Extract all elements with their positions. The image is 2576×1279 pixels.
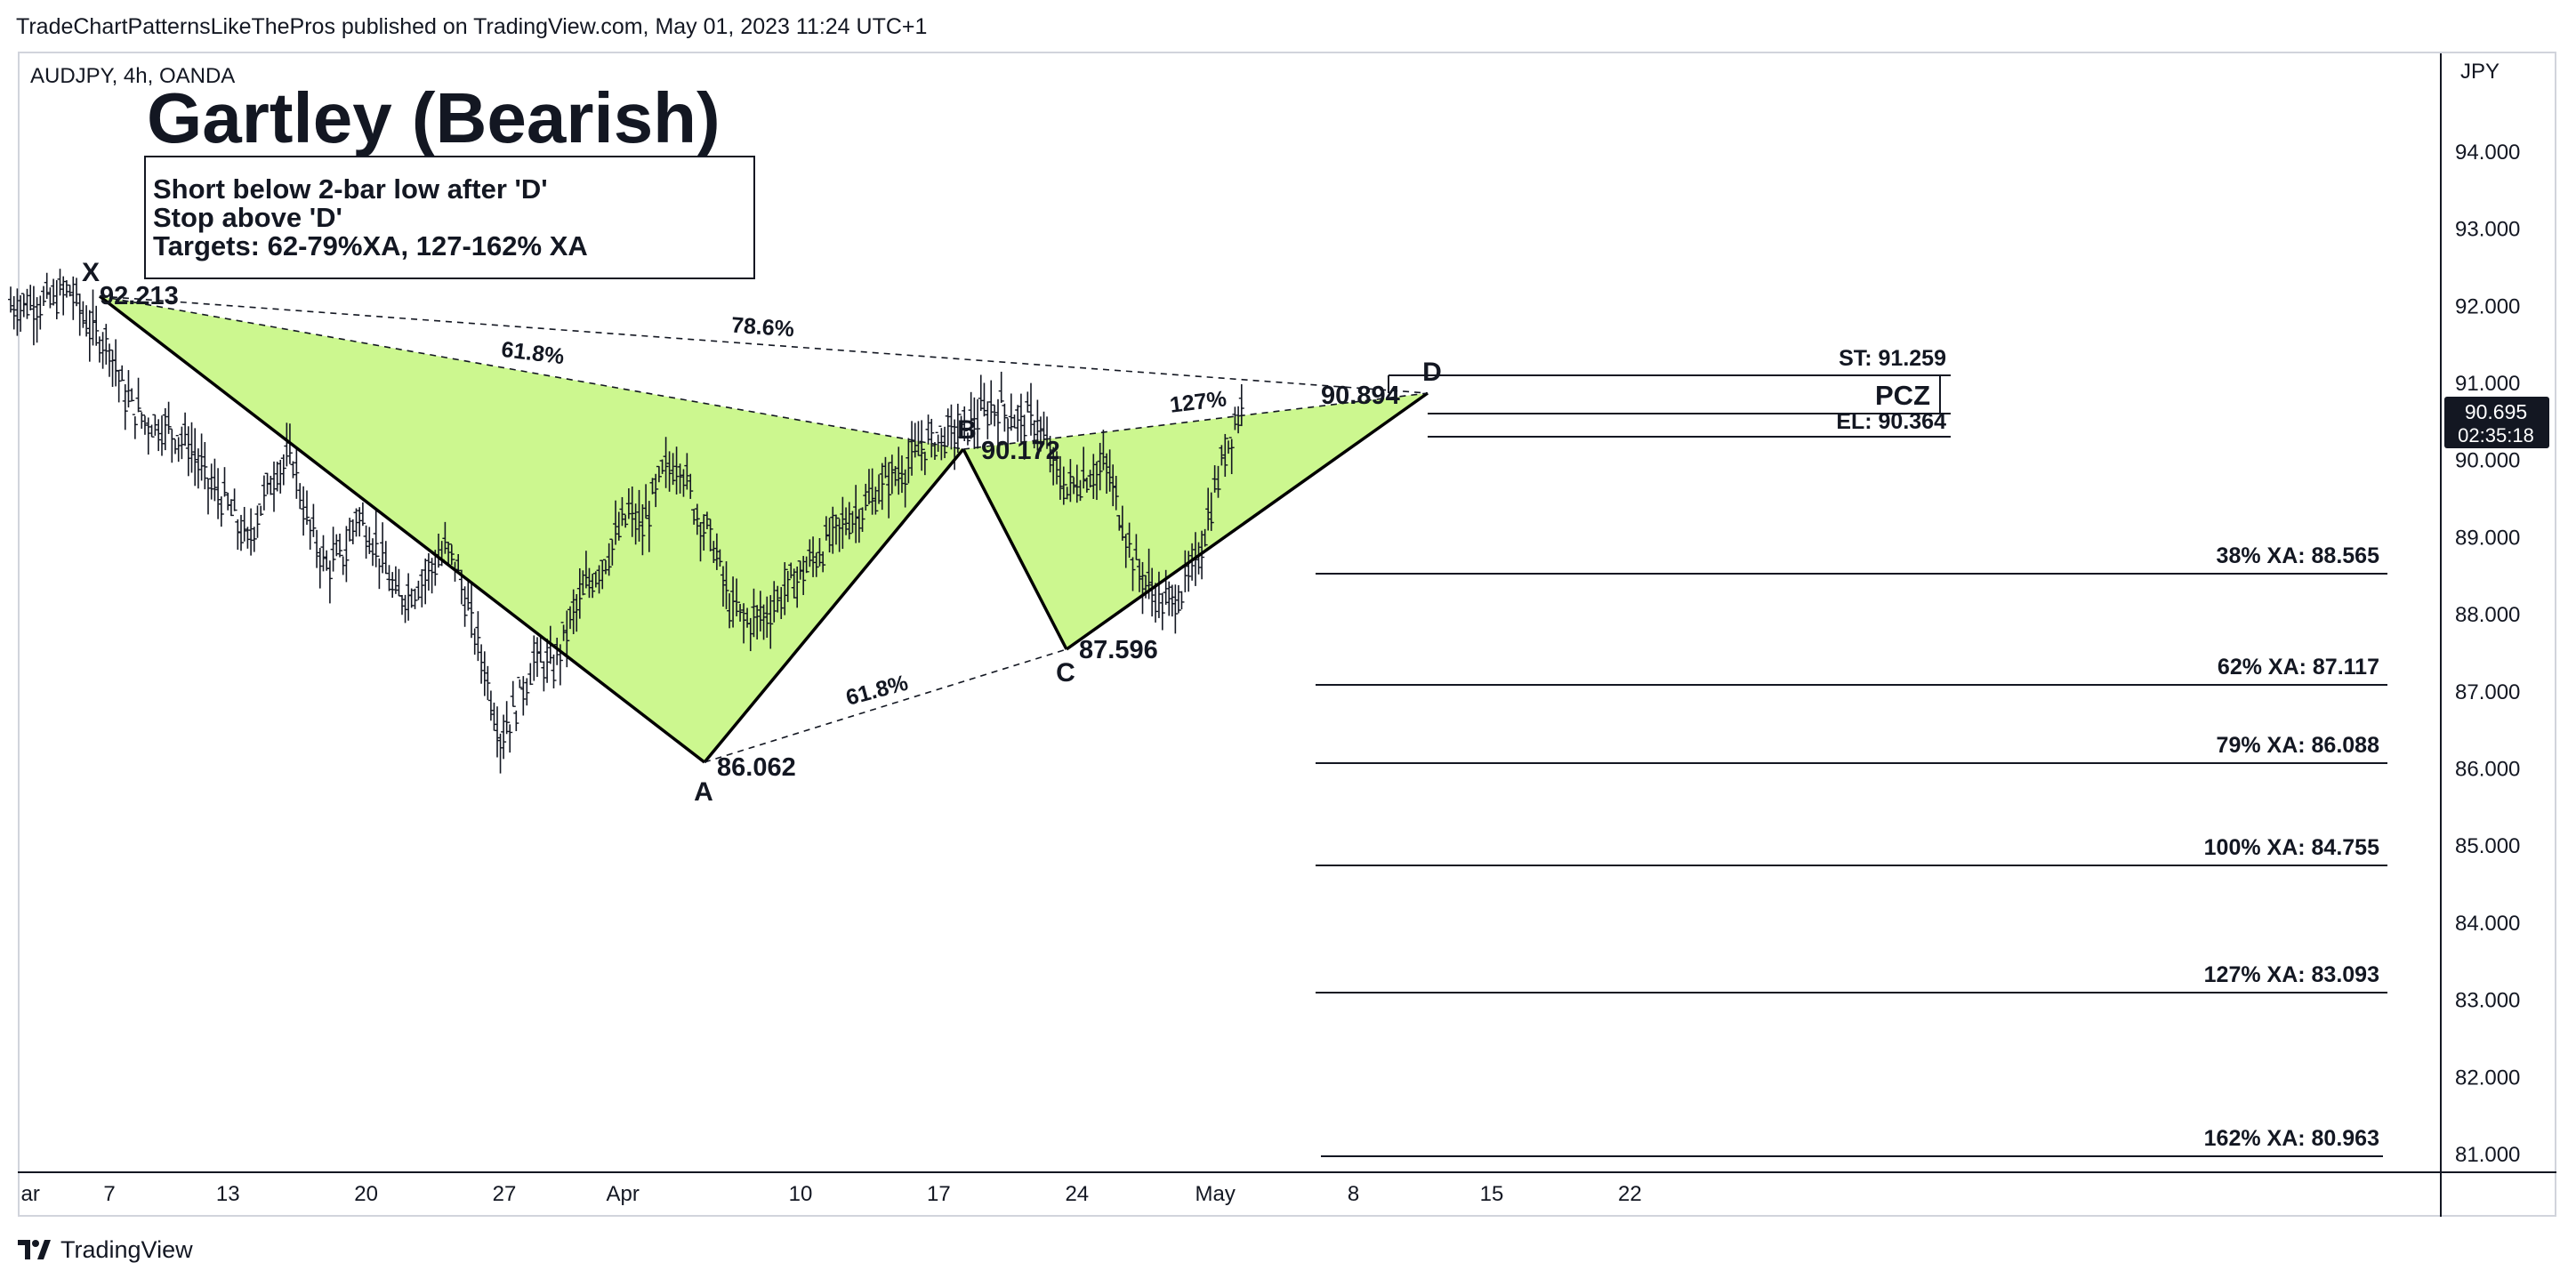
y-tick-label: 92.000 [2455, 294, 2520, 318]
x-tick-label: Apr [607, 1182, 640, 1206]
chart-frame [18, 52, 2556, 1217]
y-tick-label: 90.000 [2455, 449, 2520, 473]
publisher-line: TradeChartPatternsLikeThePros published … [16, 14, 928, 39]
point-price-x: 92.213 [100, 282, 179, 310]
ratio-label: 78.6% [730, 313, 795, 342]
price-bars [8, 269, 1244, 774]
y-tick-label: 88.000 [2455, 603, 2520, 627]
x-tick-label: 20 [354, 1182, 378, 1206]
pattern-leg-bc [962, 448, 1068, 650]
pcz-entry-label: EL: 90.364 [1836, 409, 1946, 434]
pattern-leg-xa [98, 294, 706, 764]
notes-box [144, 156, 755, 279]
y-tick-label: 85.000 [2455, 834, 2520, 858]
target-label: 38% XA: 88.565 [2217, 543, 2380, 568]
ratio-line-xd [99, 295, 1429, 394]
note-line: Stop above 'D' [153, 202, 342, 233]
currency-label: JPY [2460, 60, 2500, 84]
x-tick-label: 13 [216, 1182, 240, 1206]
pattern-triangle-bcd [963, 393, 1428, 649]
point-letter-c: C [1056, 658, 1075, 688]
ratio-label: 61.8% [843, 671, 911, 711]
chart-title: Gartley (Bearish) [147, 78, 720, 157]
last-price-countdown: 02:35:18 [2458, 424, 2534, 446]
x-tick-label: May [1195, 1182, 1236, 1206]
pattern-triangle-xab [100, 296, 963, 762]
target-label: 79% XA: 86.088 [2217, 733, 2380, 758]
x-tick-label: 24 [1065, 1182, 1089, 1206]
footer-brand: TradingView [60, 1235, 193, 1263]
point-letter-d: D [1422, 358, 1442, 387]
x-tick-label: 27 [493, 1182, 517, 1206]
y-tick-label: 94.000 [2455, 141, 2520, 165]
point-letter-a: A [694, 777, 713, 807]
tradingview-logo-icon[interactable] [16, 1238, 52, 1261]
x-tick-label: 8 [1348, 1182, 1359, 1206]
point-letter-b: B [957, 415, 977, 445]
pattern-leg-cd [1065, 391, 1429, 651]
y-tick-label: 93.000 [2455, 218, 2520, 242]
note-line: Short below 2-bar low after 'D' [153, 173, 548, 205]
target-label: 162% XA: 80.963 [2204, 1126, 2379, 1151]
last-price-value: 90.695 [2465, 400, 2527, 423]
y-tick-label: 89.000 [2455, 526, 2520, 550]
x-tick-label: 15 [1480, 1182, 1504, 1206]
ratio-line-xb [99, 295, 964, 450]
x-tick-label: ar [21, 1182, 40, 1206]
ratio-line-bd [962, 392, 1429, 450]
x-tick-label: 17 [927, 1182, 951, 1206]
y-tick-label: 91.000 [2455, 372, 2520, 396]
x-tick-label: 7 [103, 1182, 115, 1206]
last-price-badge [2444, 397, 2549, 448]
point-price-b: 90.172 [981, 437, 1060, 465]
y-tick-label: 86.000 [2455, 758, 2520, 782]
point-price-c: 87.596 [1079, 636, 1158, 664]
symbol-line: AUDJPY, 4h, OANDA [30, 64, 235, 88]
y-tick-label: 81.000 [2455, 1143, 2520, 1167]
y-tick-label: 82.000 [2455, 1066, 2520, 1090]
y-tick-label: 87.000 [2455, 680, 2520, 704]
pattern-leg-ab [703, 447, 965, 764]
x-tick-label: 22 [1618, 1182, 1642, 1206]
point-price-a: 86.062 [717, 753, 796, 782]
y-tick-label: 83.000 [2455, 989, 2520, 1013]
footer: TradingView [16, 1234, 193, 1266]
pcz-stop-label: ST: 91.259 [1839, 346, 1946, 371]
y-tick-label: 84.000 [2455, 912, 2520, 936]
target-label: 62% XA: 87.117 [2218, 655, 2379, 680]
ratio-line-ac [704, 648, 1067, 763]
target-label: 127% XA: 83.093 [2204, 962, 2379, 987]
x-tick-label: 10 [789, 1182, 813, 1206]
pcz-label: PCZ [1875, 380, 1930, 411]
point-letter-x: X [82, 258, 100, 287]
ratio-label: 61.8% [500, 337, 566, 369]
note-line: Targets: 62-79%XA, 127-162% XA [153, 230, 588, 261]
chart-svg: 81.000 82.000 83.000 84.000 85.000 86.000 87.0… [8, 53, 2556, 1217]
point-price-d: 90.894 [1321, 382, 1400, 410]
target-label: 100% XA: 84.755 [2204, 835, 2379, 860]
ratio-label: 127% [1169, 386, 1228, 418]
